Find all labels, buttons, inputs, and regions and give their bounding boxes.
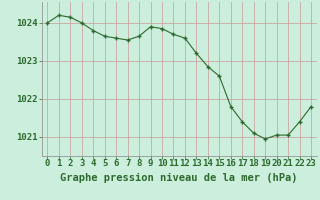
- X-axis label: Graphe pression niveau de la mer (hPa): Graphe pression niveau de la mer (hPa): [60, 173, 298, 183]
